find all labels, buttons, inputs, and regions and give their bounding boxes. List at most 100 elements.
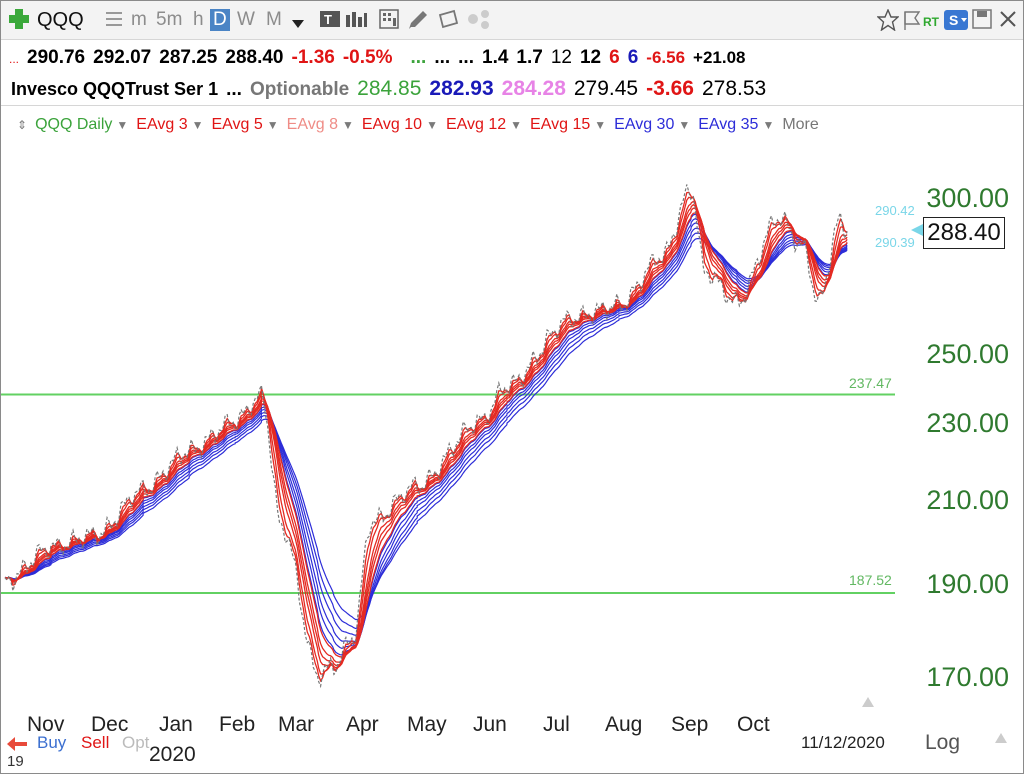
value-5: -6.56 [646,48,686,67]
pencil-icon[interactable] [407,9,429,34]
y-tick-210: 210.00 [926,485,1009,515]
value-6: +21.08 [693,48,746,67]
level-label-upper: 237.47 [849,375,892,391]
current-price-box: 288.40 [923,217,1005,249]
y-tick-300: 300.00 [926,183,1009,213]
x-tick-jan: Jan [159,713,193,736]
x-tick-jun: Jun [473,713,507,736]
s-badge-icon[interactable]: S [944,10,968,35]
note-icon[interactable] [437,9,459,34]
legend-eavg35[interactable]: EAvg 35 [698,116,759,133]
trade-arrows-icon[interactable] [7,735,31,753]
y-tick-250: 250.00 [926,339,1009,369]
price-2: 282.93 [429,77,494,100]
dropdown-arrow-icon[interactable] [292,15,304,33]
flag-icon[interactable] [903,9,921,36]
log-scale-toggle[interactable]: Log [925,731,961,754]
ema-long-line-4 [4,232,848,630]
legend-dropdown-icon[interactable]: ▼ [762,118,775,132]
scroll-up-icon[interactable] [862,697,874,707]
change: -1.36 [291,47,335,68]
ema-long-line-3 [4,227,848,636]
bar-chart-icon[interactable] [345,9,367,34]
x-tick-nov: Nov [27,713,65,736]
legend-dropdown-icon[interactable]: ▼ [426,118,438,132]
study-legend: ⇕ QQQ Daily ▼ EAvg 3 ▼ EAvg 5 ▼ EAvg 8 ▼ EAvg 10 ▼… [17,115,823,135]
low-price: 287.25 [159,47,218,68]
x-tick-oct: Oct [737,713,770,736]
scroll-up-icon[interactable] [995,733,1007,743]
opt-button[interactable]: Opt [122,733,150,752]
price-chart[interactable] [1,141,1023,711]
svg-text:S: S [949,12,958,28]
timeframe-hour[interactable]: h [193,9,204,30]
y-tick-170: 170.00 [926,662,1009,692]
ema-long-line-2 [4,222,848,642]
year-prefix: 19 [7,753,24,770]
high-price: 292.07 [93,47,152,68]
sell-button[interactable]: Sell [81,733,110,752]
ema-long-line-1 [4,218,848,650]
price-line [4,184,848,689]
legend-dropdown-icon[interactable]: ▼ [116,118,129,132]
legend-eavg15[interactable]: EAvg 15 [530,116,591,133]
price-5: -3.66 [646,77,694,100]
x-tick-feb: Feb [219,713,256,736]
cyan-lower-label: 290.39 [875,235,915,250]
legend-eavg8[interactable]: EAvg 8 [286,116,338,133]
legend-dropdown-icon[interactable]: ▼ [341,118,354,132]
ema-long-line-5 [4,238,848,621]
price-marker-icon [911,224,923,236]
quote-ellipsis-2: ... [458,47,474,68]
share-icon[interactable] [467,9,491,34]
buy-button[interactable]: Buy [37,733,67,752]
legend-more[interactable]: More [782,116,819,133]
legend-dropdown-icon[interactable]: ▼ [510,118,523,132]
open-price: 290.76 [27,47,86,68]
legend-qqq-daily[interactable]: QQQ Daily [35,116,113,133]
legend-dropdown-icon[interactable]: ▼ [266,118,279,132]
x-tick-apr: Apr [346,713,379,736]
star-icon[interactable] [876,8,900,36]
text-tool-icon[interactable]: T [319,9,341,34]
toolbar: QQQ m 5m h D W M T [1,1,1023,40]
timeframe-monthly[interactable]: M [266,9,282,30]
y-tick-190: 190.00 [926,569,1009,599]
optionable-label: Optionable [249,79,350,100]
legend-eavg5[interactable]: EAvg 5 [211,116,263,133]
x-tick-may: May [407,713,447,736]
legend-eavg10[interactable]: EAvg 10 [361,116,423,133]
price-3: 284.28 [501,77,566,100]
legend-eavg12[interactable]: EAvg 12 [445,116,507,133]
price-6: 278.53 [701,77,767,100]
calculator-icon[interactable] [379,9,399,34]
legend-dropdown-icon[interactable]: ▼ [678,118,691,132]
y-tick-230: 230.00 [926,408,1009,438]
legend-eavg3[interactable]: EAvg 3 [136,116,188,133]
count-4: 6 [627,47,639,68]
legend-eavg30[interactable]: EAvg 30 [614,116,675,133]
symbol-input[interactable]: QQQ [37,9,84,31]
timeframe-daily[interactable]: D [210,9,230,31]
close-icon[interactable] [998,9,1018,34]
list-icon[interactable] [105,9,123,34]
timeframe-weekly[interactable]: W [237,9,255,30]
timeframe-minute[interactable]: m [131,9,147,30]
quote-ellipsis-1: ... [434,47,451,68]
security-name: Invesco QQQTrust Ser 1 [11,79,219,99]
timeframe-5min[interactable]: 5m [156,9,183,30]
x-tick-jul: Jul [543,713,570,736]
save-icon[interactable] [972,9,992,34]
legend-arrows-icon[interactable]: ⇕ [17,118,28,132]
count-3: 6 [609,47,620,68]
volume-2: 1.7 [516,47,543,68]
cyan-upper-label: 290.42 [875,203,915,218]
x-year-label: 2020 [149,743,196,766]
info-dots: ... [226,79,242,100]
price-4: 279.45 [573,77,639,100]
add-icon[interactable] [8,8,30,35]
legend-dropdown-icon[interactable]: ▼ [191,118,204,132]
legend-dropdown-icon[interactable]: ▼ [594,118,607,132]
realtime-badge[interactable]: RT [923,15,939,29]
count-1: 12 [550,47,572,68]
